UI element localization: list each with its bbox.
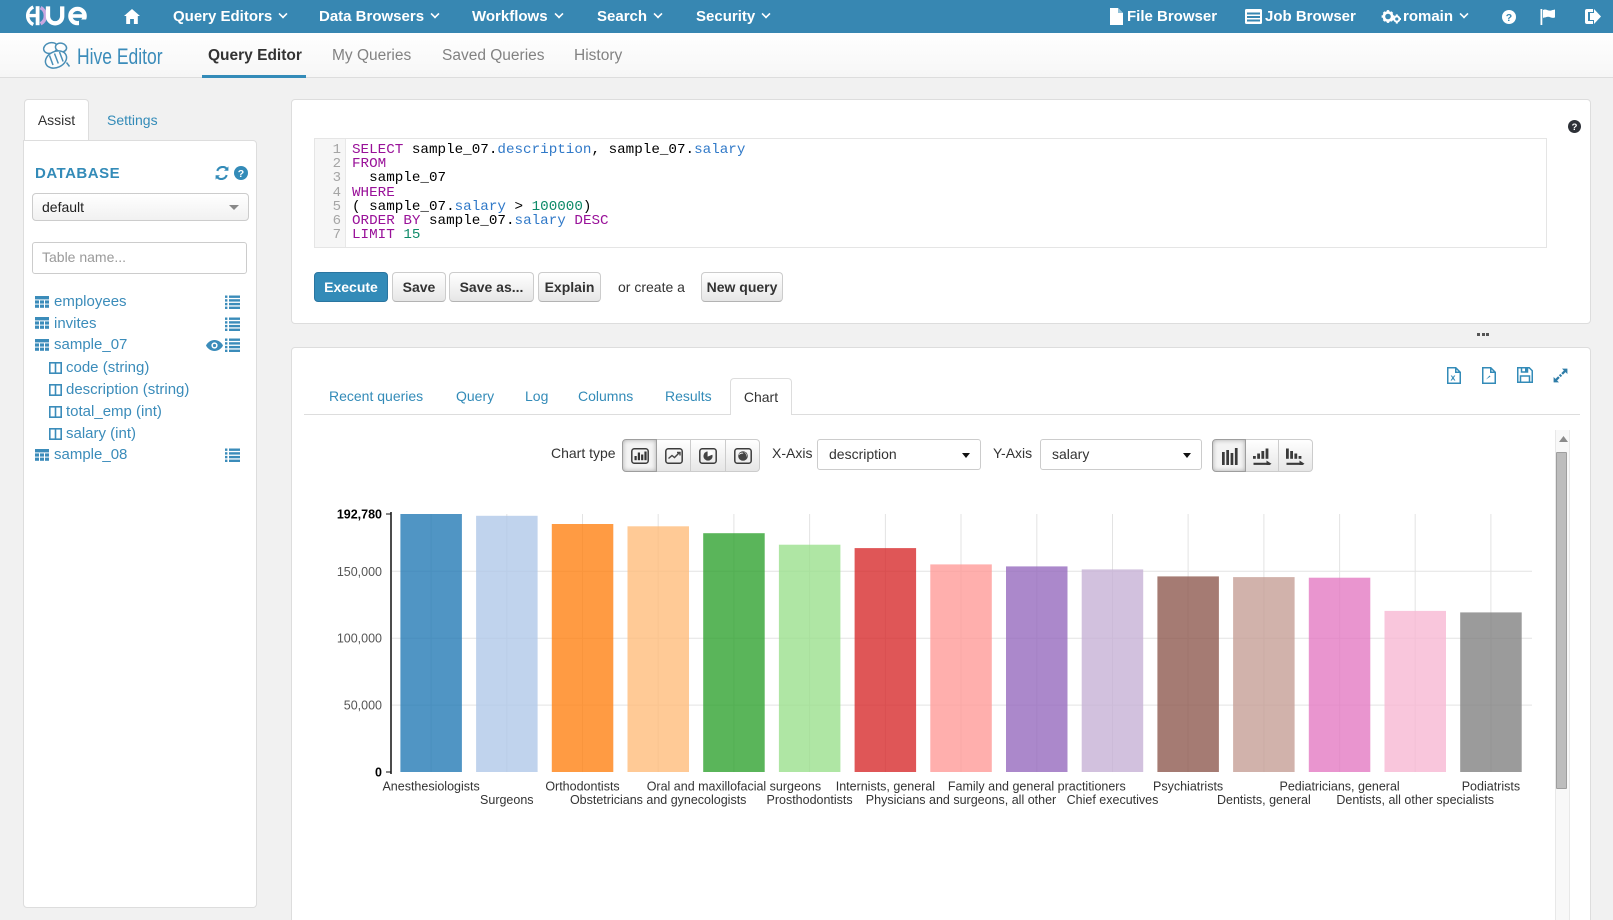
- svg-text:0: 0: [375, 766, 382, 780]
- svg-text:50,000: 50,000: [344, 699, 382, 713]
- svg-text:Family and general practitione: Family and general practitioners: [948, 780, 1126, 794]
- svg-text:Psychiatrists: Psychiatrists: [1153, 780, 1223, 794]
- svg-text:192,780: 192,780: [337, 508, 382, 522]
- svg-text:?: ?: [238, 168, 244, 180]
- svg-text:Obstetricians and gynecologist: Obstetricians and gynecologists: [570, 793, 746, 807]
- svg-text:Orthodontists: Orthodontists: [545, 780, 619, 794]
- svg-text:Podiatrists: Podiatrists: [1462, 780, 1520, 794]
- svg-text:100,000: 100,000: [337, 632, 382, 646]
- svg-text:Dentists, all other specialist: Dentists, all other specialists: [1336, 793, 1494, 807]
- svg-text:Dentists, general: Dentists, general: [1217, 793, 1311, 807]
- svg-text:x: x: [1450, 373, 1455, 383]
- svg-text:Oral and maxillofacial surgeon: Oral and maxillofacial surgeons: [647, 780, 821, 794]
- svg-text:Pediatricians, general: Pediatricians, general: [1279, 780, 1399, 794]
- svg-text:Internists, general: Internists, general: [836, 780, 935, 794]
- svg-text:?: ?: [1506, 12, 1512, 24]
- svg-text:Prosthodontists: Prosthodontists: [767, 793, 853, 807]
- svg-text:150,000: 150,000: [337, 565, 382, 579]
- svg-text:?: ?: [1572, 122, 1578, 133]
- svg-text:Anesthesiologists: Anesthesiologists: [382, 780, 479, 794]
- svg-text:Physicians and surgeons, all o: Physicians and surgeons, all other: [866, 793, 1056, 807]
- svg-text:Surgeons: Surgeons: [480, 793, 534, 807]
- svg-text:Chief executives: Chief executives: [1067, 793, 1159, 807]
